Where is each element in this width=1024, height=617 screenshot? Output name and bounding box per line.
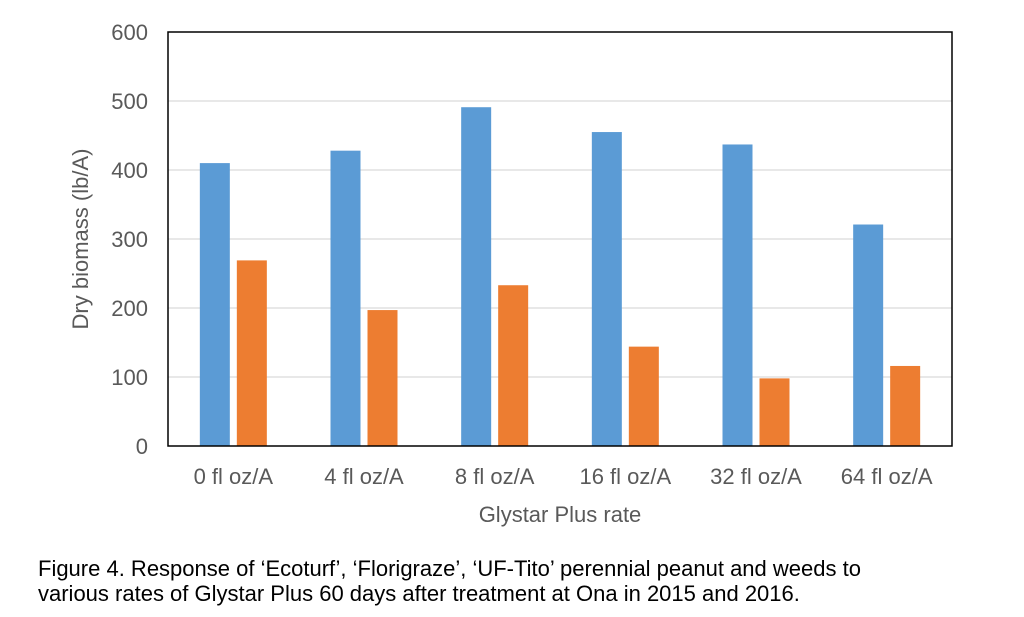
x-tick-labels: 0 fl oz/A 4 fl oz/A 8 fl oz/A 16 fl oz/A 32 … — [194, 464, 933, 489]
bar-peanut — [853, 224, 884, 446]
x-tick-label: 8 fl oz/A — [455, 464, 535, 489]
y-tick-label: 300 — [111, 227, 148, 252]
bar-weeds — [890, 365, 921, 446]
bar-peanut — [461, 107, 492, 447]
y-axis-title: Dry biomass (lb/A) — [68, 149, 93, 330]
bar-peanut — [330, 150, 361, 446]
y-tick-labels: 0 100 200 300 400 500 600 — [111, 20, 148, 459]
y-tick-label: 600 — [111, 20, 148, 45]
bar-weeds — [498, 285, 529, 446]
x-tick-label: 4 fl oz/A — [324, 464, 404, 489]
caption-line-2: various rates of Glystar Plus 60 days af… — [38, 581, 800, 606]
bar-weeds — [628, 346, 659, 446]
x-tick-label: 64 fl oz/A — [841, 464, 933, 489]
caption-line-1: Figure 4. Response of ‘Ecoturf’, ‘Florig… — [38, 556, 861, 581]
x-tick-label: 0 fl oz/A — [194, 464, 274, 489]
gridlines — [168, 100, 952, 378]
figure-caption: Figure 4. Response of ‘Ecoturf’, ‘Florig… — [38, 556, 1018, 606]
x-axis-title: Glystar Plus rate — [479, 502, 642, 527]
bar-peanut — [591, 132, 622, 447]
bar-peanut — [722, 144, 753, 446]
bar-weeds — [759, 378, 790, 446]
bars — [199, 107, 921, 447]
plot-frame — [167, 31, 953, 447]
x-tick-label: 32 fl oz/A — [710, 464, 802, 489]
y-tick-label: 400 — [111, 158, 148, 183]
y-tick-label: 100 — [111, 365, 148, 390]
x-tick-label: 16 fl oz/A — [579, 464, 671, 489]
y-tick-label: 500 — [111, 89, 148, 114]
y-tick-label: 200 — [111, 296, 148, 321]
bar-weeds — [236, 260, 267, 446]
y-tick-label: 0 — [136, 434, 148, 459]
bar-weeds — [367, 310, 398, 446]
bar-chart: 0 100 200 300 400 500 600 0 fl oz/A 4 fl oz/A 8 … — [68, 20, 953, 527]
bar-peanut — [199, 163, 230, 446]
